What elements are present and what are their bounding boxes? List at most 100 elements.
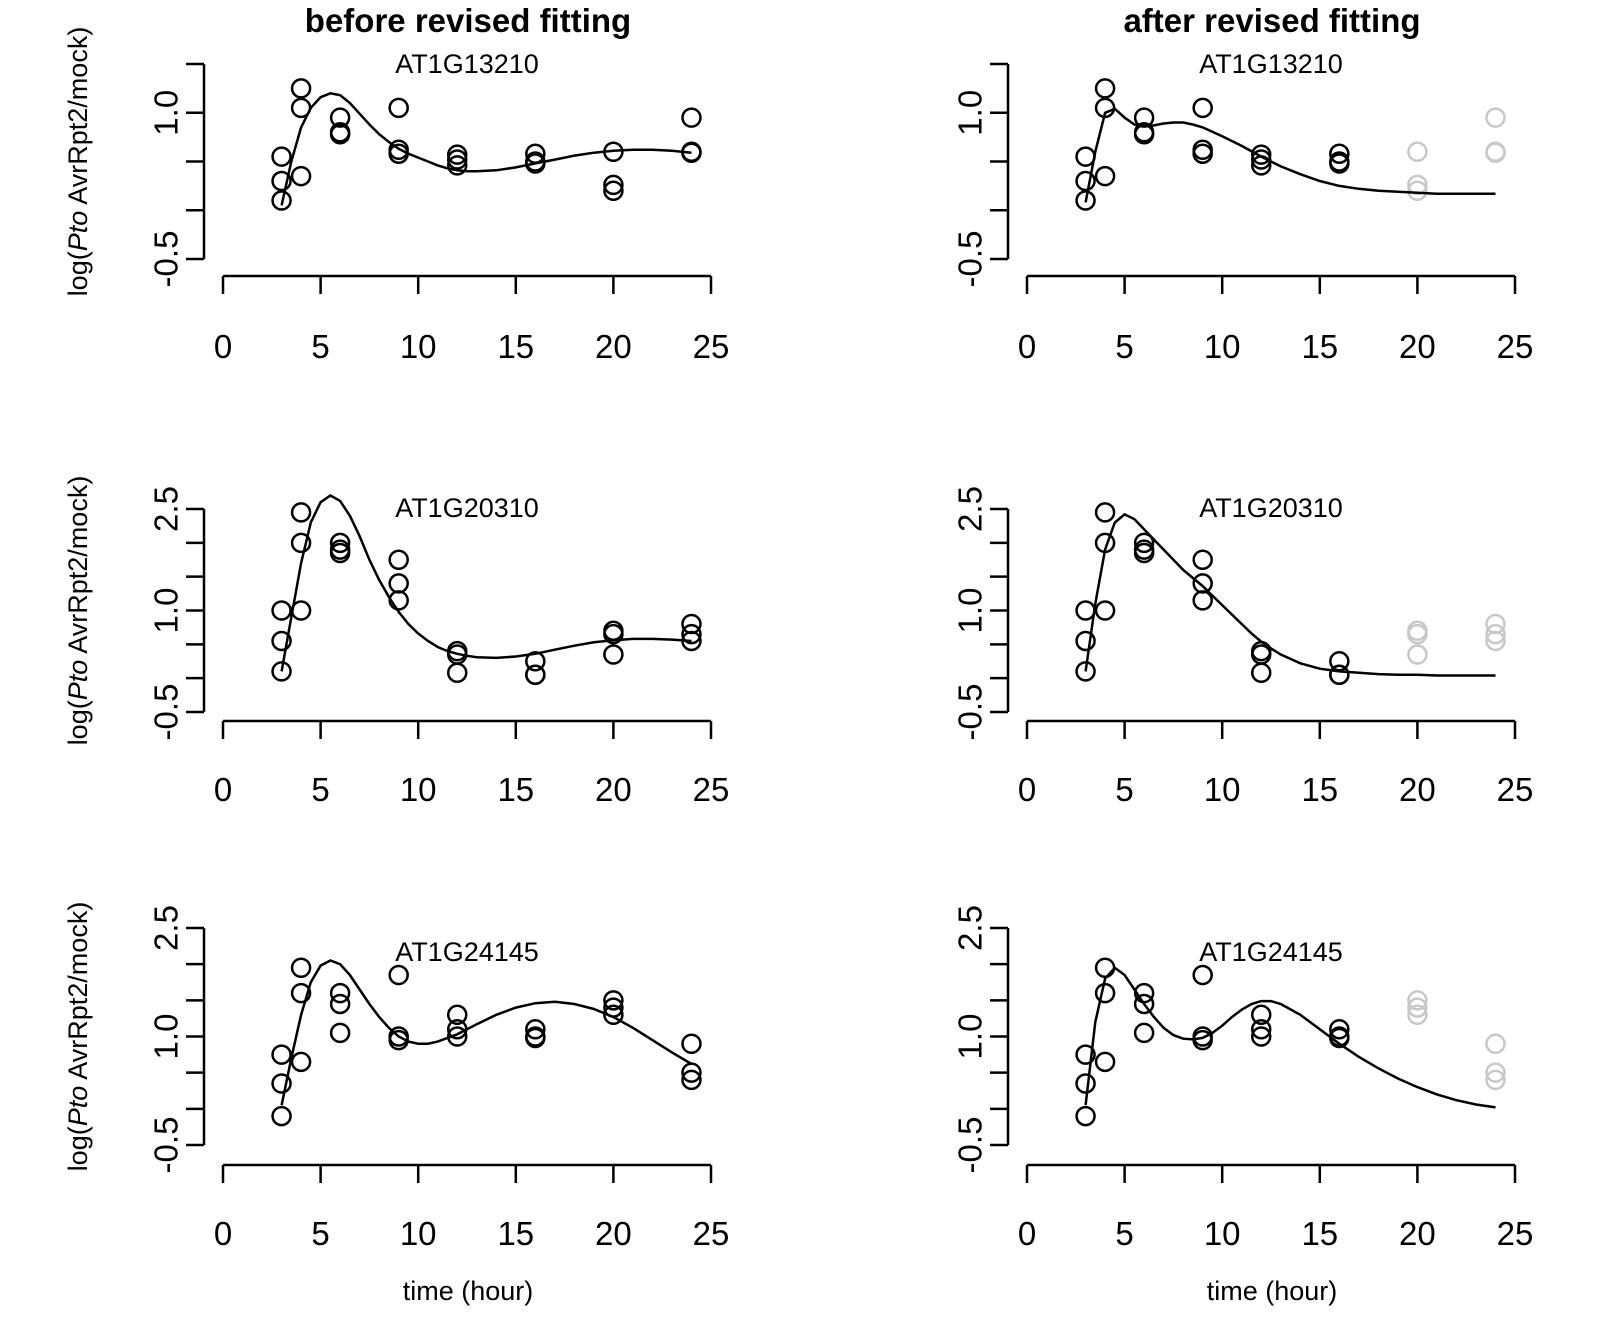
data-point	[271, 1105, 292, 1127]
x-axis: 0 5 10 15 20 25	[214, 274, 730, 365]
excluded-point	[1485, 142, 1506, 163]
x-tick-label: 20	[595, 328, 632, 365]
data-point	[329, 123, 351, 145]
data-point	[1094, 982, 1116, 1004]
y-tick-label: 2.5	[148, 905, 185, 951]
data-point	[388, 573, 409, 594]
excluded-point	[1407, 997, 1428, 1018]
data-point	[1094, 78, 1116, 99]
data-point	[290, 165, 312, 187]
data-point	[290, 502, 312, 523]
data-point	[1133, 1022, 1155, 1044]
data-point	[446, 155, 468, 176]
data-point	[388, 97, 409, 119]
data-point	[329, 542, 351, 564]
data-point	[1075, 1073, 1096, 1094]
data-point	[1075, 630, 1096, 652]
excluded-point	[1407, 1004, 1428, 1026]
y-axis-label-part: log(	[63, 700, 93, 745]
excluded-point	[1485, 1062, 1506, 1083]
data-point	[290, 78, 312, 99]
x-tick-label: 0	[214, 328, 232, 365]
x-tick-label: 10	[400, 1215, 437, 1252]
fit-line	[280, 494, 692, 672]
data-point	[603, 180, 624, 201]
x-axis: 0 5 10 15 20 25	[214, 1163, 729, 1252]
data-points	[271, 957, 702, 1127]
x-tick-label: 25	[1497, 771, 1534, 808]
excluded-point	[1407, 644, 1428, 665]
data-point	[1133, 542, 1155, 564]
excluded-point	[1485, 1069, 1506, 1091]
data-point	[1192, 573, 1213, 594]
data-point	[1329, 664, 1350, 686]
x-tick-label: 0	[214, 771, 232, 808]
data-point	[1075, 1044, 1096, 1065]
data-point	[271, 661, 292, 682]
x-tick-label: 20	[595, 771, 632, 808]
y-tick-label: 1.0	[952, 588, 989, 634]
data-point	[1075, 146, 1096, 167]
data-point	[271, 1044, 292, 1065]
panel-title: AT1G24145	[1199, 937, 1343, 967]
data-point	[1094, 165, 1116, 187]
y-axis-label-part: Pto	[63, 1086, 93, 1127]
excluded-points	[1407, 990, 1506, 1091]
y-tick-label: 2.5	[952, 905, 989, 951]
x-tick-label: 20	[1399, 328, 1436, 365]
data-point	[1192, 549, 1213, 570]
x-tick-label: 15	[1301, 328, 1338, 365]
data-point	[271, 146, 292, 167]
x-tick-label: 25	[693, 771, 730, 808]
excluded-point	[1485, 630, 1506, 652]
data-point	[290, 532, 312, 554]
y-tick-label: 1.0	[952, 90, 989, 136]
data-point	[525, 1019, 546, 1040]
data-point	[290, 982, 312, 1004]
data-point	[329, 107, 351, 128]
chart-panel-2: AT1G13210 0 5 10 15 20 25 -0.5 1.0	[952, 49, 1534, 365]
data-point	[525, 664, 546, 686]
data-point	[1094, 957, 1116, 979]
data-point	[446, 662, 468, 684]
x-tick-label: 15	[497, 771, 534, 808]
fit-line	[280, 92, 692, 206]
y-axis-label-part: log(	[63, 251, 93, 296]
data-point	[525, 153, 546, 174]
data-point	[1329, 1019, 1350, 1040]
data-points	[1075, 502, 1350, 686]
panel-title: AT1G13210	[395, 49, 539, 79]
x-tick-label: 25	[693, 328, 730, 365]
excluded-point	[1407, 623, 1428, 645]
x-tick-label: 15	[497, 328, 534, 365]
y-tick-label: -0.5	[952, 1117, 989, 1174]
data-point	[290, 1051, 312, 1073]
x-tick-label: 5	[1115, 1215, 1133, 1252]
panel-title: AT1G20310	[1199, 493, 1343, 523]
excluded-point	[1485, 1033, 1506, 1054]
x-tick-label: 0	[1018, 1215, 1036, 1252]
y-tick-label: 1.0	[148, 588, 185, 634]
data-point	[525, 1027, 546, 1049]
excluded-points	[1407, 613, 1506, 665]
y-axis-label: log(Pto AvrRpt2/mock)	[63, 27, 93, 297]
x-axis: 0 5 10 15 20 25	[214, 719, 730, 808]
data-point	[271, 600, 292, 621]
data-point	[271, 1073, 292, 1094]
data-point	[329, 982, 351, 1004]
y-axis-label-part: log(	[63, 1126, 93, 1171]
data-point	[1192, 964, 1213, 986]
data-point	[603, 990, 624, 1011]
x-tick-label: 20	[1399, 1215, 1436, 1252]
y-axis: -0.5 1.0 2.5	[952, 486, 1010, 740]
x-tick-label: 15	[1301, 1215, 1338, 1252]
data-point	[1133, 993, 1155, 1015]
panel-title: AT1G13210	[1199, 49, 1343, 79]
data-point	[388, 964, 409, 986]
data-point	[290, 957, 312, 979]
y-axis-label: log(Pto AvrRpt2/mock)	[63, 476, 93, 746]
column-title-before: before revised fitting	[305, 2, 631, 39]
y-tick-label: -0.5	[148, 684, 185, 741]
